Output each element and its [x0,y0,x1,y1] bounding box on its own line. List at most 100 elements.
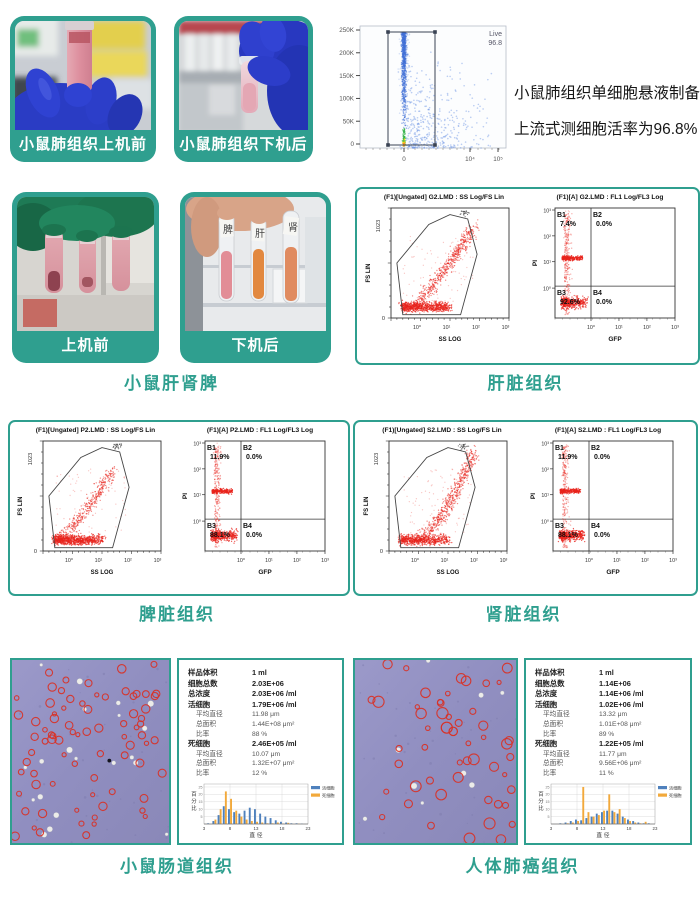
stat-row: 细胞总数 2.03E+06 [188,678,284,688]
svg-text:10²: 10² [543,234,551,240]
viability-note: 小鼠肺组织单细胞悬液制备 上流式测细胞活率为96.8% [514,76,700,148]
count-stats-card-intestine: 样品体积 1 ml 细胞总数 2.03E+06 总浓度 2.03E+06 /ml 活细胞 1.… [177,658,344,845]
svg-text:0: 0 [34,549,37,555]
svg-text:10²: 10² [643,325,651,331]
svg-text:0: 0 [350,141,354,148]
stat-row: 总浓度 2.03E+06 /ml [188,689,297,699]
photo-card-organs-after: 脾 肝 肾 下机后 [180,192,331,363]
caption-spleen: 脾脏组织 [139,605,215,624]
three-tubes-green-glove-photo-art [17,197,154,331]
svg-text:96.8: 96.8 [488,40,502,47]
stat-row: 总面积 1.32E+07 μm² [196,760,295,768]
stat-row: 总面积 9.56E+06 μm² [543,760,642,768]
svg-text:GFP: GFP [608,336,622,343]
photo-card-lung-after: 小鼠肺组织下机后 [174,16,313,162]
svg-text:1023: 1023 [376,220,382,232]
flow-panel-spleen: (F1)[Ungated] P2.LMD : SS Log/FS Lin 102… [8,420,350,596]
count-stats-card-lung-cancer: 样品体积 1 ml 细胞总数 1.14E+06 总浓度 1.14E+06 /ml 活细胞 1.… [524,658,692,845]
svg-text:10²: 10² [472,325,480,331]
stat-row: 比率 88 % [196,730,268,738]
caption-mouse-organs: 小鼠肝肾脾 [124,374,219,393]
cell-count-micrograph [12,660,169,843]
live-gate-plot: 250K 200K 150K 100K 50K 0 0 10⁴ 10⁵ Live 96.8 [328,12,514,174]
svg-text:0: 0 [382,316,385,322]
cell-count-stats: 样品体积 1 ml 细胞总数 2.03E+06 总浓度 2.03E+06 /ml 活细胞 1.… [188,668,339,779]
tube-label-3: 肾 [288,222,298,234]
svg-text:10³: 10³ [502,325,510,331]
svg-text:SS LOG: SS LOG [439,337,462,343]
svg-text:10³: 10³ [671,325,679,331]
stat-row: 死细胞 1.22E+05 /ml [535,739,644,749]
stat-row: 死细胞 2.46E+05 /ml [188,739,297,749]
svg-text:10¹: 10¹ [95,558,103,564]
stat-row: 样品体积 1 ml [188,668,267,677]
microscopy-image-intestine [10,658,171,845]
stat-row: 样品体积 1 ml [535,668,614,677]
microscopy-image-lung-cancer [353,658,518,845]
svg-text:92.6%: 92.6% [560,299,581,306]
svg-text:10¹: 10¹ [615,325,623,331]
svg-text:0.0%: 0.0% [596,221,613,228]
svg-text:10⁰: 10⁰ [587,324,595,331]
stat-row: 平均直径 11.77 μm [543,750,627,758]
stat-row: 比率 11 % [543,769,614,777]
stat-row: 平均直径 10.07 μm [196,750,281,758]
svg-text:FS LIN: FS LIN [18,497,24,516]
stat-row: 活细胞 1.02E+06 /ml [535,699,644,709]
stat-row: 平均直径 11.98 μm [196,711,280,719]
svg-text:B4: B4 [593,290,602,297]
svg-text:10¹: 10¹ [443,325,451,331]
viability-scatter-svg: 250K 200K 150K 100K 50K 0 0 10⁴ 10⁵ Live 96.8 [339,25,507,163]
svg-text:B1: B1 [557,212,566,219]
stat-row: 活细胞 1.79E+06 /ml [188,699,297,709]
svg-text:7.4%: 7.4% [560,221,577,228]
svg-text:10³: 10³ [543,209,551,215]
svg-text:Live: Live [489,31,502,38]
svg-text:1023: 1023 [28,453,34,465]
organs-after-photo: 脾 肝 肾 [185,197,326,331]
svg-text:10⁵: 10⁵ [493,156,503,163]
tube-in-blue-glove-photo-art [15,21,151,130]
stat-row: 比率 12 % [196,769,268,777]
stat-row: 总面积 1.44E+08 μm² [196,720,295,728]
svg-text:B2: B2 [593,212,602,219]
svg-text:10⁴: 10⁴ [465,156,475,163]
photo-label: 小鼠肺组织上机前 [18,136,147,153]
svg-text:250K: 250K [339,27,355,34]
cell-count-stats: 样品体积 1 ml 细胞总数 1.14E+06 总浓度 1.14E+06 /ml 活细胞 1.… [535,668,687,779]
svg-text:0: 0 [402,156,406,163]
plot-title: (F1)[Ungated] G2.LMD : SS Log/FS Lin [383,194,505,201]
pi-gfp-quadrant-plot: 10³ 10² 10¹ 10⁰ PI 10⁰ 10¹ 10² 10³ GFP B1 7.4% B2 0.0… [532,207,679,343]
svg-text:10⁰: 10⁰ [65,557,73,564]
stat-row: 总浓度 1.14E+06 /ml [535,689,644,699]
lung-after-photo [179,21,308,130]
plot-title: (F1)[Ungated] S2.LMD : SS Log/FS Lin [382,427,502,434]
note-line-1: 小鼠肺组织单细胞悬液制备 [514,85,700,102]
cell-count-micrograph [355,660,516,843]
stat-row: 比率 89 % [543,730,615,738]
svg-text:10⁰: 10⁰ [543,286,551,293]
photo-label: 上机前 [61,337,110,354]
photo-card-lung-before: 小鼠肺组织上机前 [10,16,156,162]
photo-label: 下机后 [231,337,280,354]
svg-text:10¹: 10¹ [543,260,551,266]
stat-row: 总面积 1.01E+08 μm² [543,720,642,728]
svg-text:B3: B3 [557,290,566,297]
stat-row: 细胞总数 1.14E+06 [535,678,631,688]
photo-card-organs-before: 上机前 [12,192,159,363]
plot-title: (F1)[A] P2.LMD : FL1 Log/FL3 Log [206,427,314,434]
caption-intestine: 小鼠肠道组织 [120,857,234,876]
note-line-2: 上流式测细胞活率为96.8% [514,121,698,138]
svg-text:100K: 100K [339,96,355,103]
svg-text:10⁰: 10⁰ [413,324,421,331]
svg-text:10²: 10² [124,558,132,564]
svg-text:0.0%: 0.0% [596,299,613,306]
